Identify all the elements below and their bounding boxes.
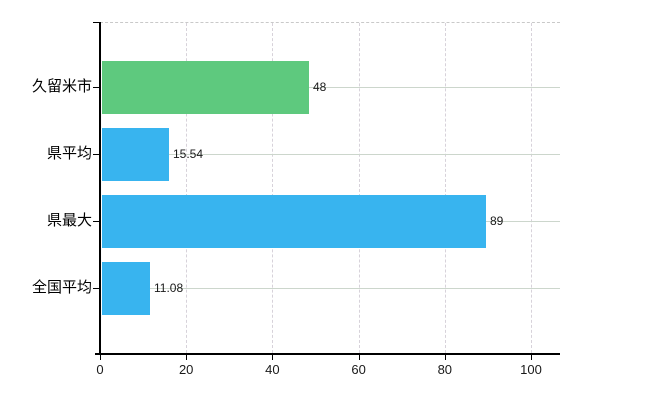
gridline-vertical [186,23,188,353]
x-tick-label: 20 [178,362,194,377]
x-axis-tick [100,355,101,360]
gridline-horizontal [102,87,560,88]
x-tick-label: 40 [265,362,280,377]
y-axis-tick [93,154,100,155]
y-axis-tick [93,221,100,222]
bar-県平均 [102,127,169,181]
plot-top-border [100,22,560,23]
gridline-horizontal [102,154,560,155]
y-axis-tick [93,288,100,289]
x-axis-line [95,353,560,355]
bar-value-label: 15.54 [173,147,204,161]
bar-value-label: 48 [313,80,327,94]
x-tick-label: 100 [520,362,542,377]
bar-全国平均 [102,261,150,315]
category-label-県平均: 県平均 [46,145,92,162]
x-axis-tick [272,355,274,360]
y-axis-line [99,22,101,355]
x-axis-tick [358,355,360,360]
bar-value-label: 89 [490,214,504,228]
y-axis-tick [93,87,100,88]
category-label-全国平均: 全国平均 [31,279,92,296]
x-axis-tick [531,355,532,360]
x-tick-label: 80 [437,362,453,377]
gridline-vertical [444,23,446,353]
gridline-vertical [358,23,360,353]
category-label-県最大: 県最大 [46,212,92,229]
gridline-vertical [272,23,274,353]
bar-久留米市 [102,60,309,114]
bar-value-label: 11.08 [154,281,184,295]
category-label-久留米市: 久留米市 [31,78,92,95]
x-tick-label: 0 [96,362,104,377]
y-axis-tick [93,22,100,23]
gridline-vertical [531,23,532,353]
x-axis-tick [444,355,446,360]
bar-県最大 [102,194,486,248]
gridline-horizontal [102,288,560,289]
x-axis-tick [186,355,188,360]
x-tick-label: 60 [351,362,366,377]
